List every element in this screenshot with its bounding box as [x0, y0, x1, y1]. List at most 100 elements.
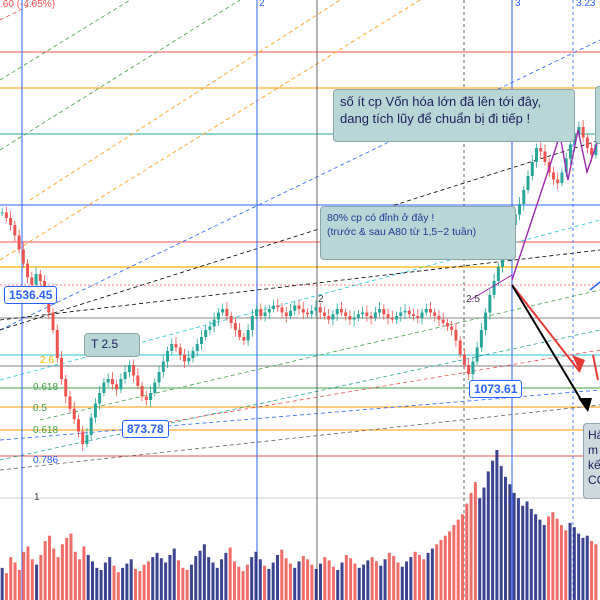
peak-callout: 80% cp có đỉnh ở đây ! (trước & sau A80 …	[320, 206, 516, 260]
volume-bar	[250, 557, 254, 600]
candle-body	[144, 396, 148, 400]
candle-body	[314, 307, 318, 311]
candle-body	[51, 312, 55, 330]
volume-bar	[486, 471, 490, 600]
liquidity-callout: số ít cp Vốn hóa lớn đã lên tới đây, dan…	[333, 89, 575, 142]
volume-bar	[585, 535, 589, 600]
volume-bar	[340, 562, 344, 600]
volume-bar	[495, 450, 499, 600]
candle-body	[378, 309, 382, 313]
volume-bar	[189, 564, 193, 600]
candle-body	[352, 317, 356, 320]
candle-body	[123, 372, 127, 379]
volume-bar	[452, 525, 456, 600]
candle-body	[339, 309, 343, 313]
candle-body	[289, 310, 293, 316]
volume-bar	[314, 568, 318, 600]
candle-body	[263, 312, 267, 316]
candle-body	[445, 323, 449, 327]
level-label-1: 1	[34, 492, 40, 503]
volume-bar	[134, 568, 138, 600]
candle-body	[310, 310, 314, 315]
volume-bar	[379, 565, 383, 600]
candle-body	[412, 314, 415, 316]
candle-body	[331, 314, 335, 320]
candle-body	[178, 347, 182, 355]
volume-bar	[146, 561, 150, 600]
volume-bar	[112, 565, 116, 600]
volume-bar	[581, 537, 585, 600]
candle-body	[89, 417, 93, 435]
volume-bar	[129, 559, 133, 600]
candle-body	[327, 316, 331, 320]
candle-body	[437, 316, 441, 320]
candle-body	[301, 309, 305, 313]
candles	[0, 120, 598, 451]
volume-bar	[516, 498, 520, 600]
candle-body	[293, 305, 297, 311]
volume-bar	[310, 564, 314, 600]
volume-bar	[73, 551, 77, 600]
volume-bar	[413, 551, 417, 600]
candle-body	[501, 253, 505, 267]
candle-body	[21, 249, 25, 264]
volume-bar	[331, 566, 335, 600]
volume-bar	[138, 571, 142, 600]
candle-body	[110, 379, 114, 385]
candle-body	[581, 127, 585, 138]
fib-label-0-786: 0.786	[33, 455, 58, 466]
volume-bar	[383, 559, 387, 600]
volume-bar	[594, 544, 598, 600]
volume-bar	[400, 566, 404, 600]
candle-body	[441, 319, 445, 323]
volume-bar	[211, 562, 215, 600]
candle-body	[348, 316, 352, 320]
right-note-callout: Hà m kế CC	[583, 423, 600, 499]
candle-body	[216, 312, 220, 320]
volume-bar	[366, 560, 370, 600]
volume-bar	[215, 567, 219, 600]
candle-body	[590, 148, 594, 155]
volume-bar	[387, 552, 391, 600]
volume-bar	[503, 476, 508, 600]
volume-bar	[172, 548, 176, 600]
candle-body	[30, 277, 34, 285]
candle-body	[267, 309, 271, 313]
volume-bar	[577, 533, 581, 600]
time-label-2-5: 2.5	[466, 294, 480, 305]
volume-bar	[362, 564, 366, 600]
candle-body	[64, 379, 68, 397]
time-label-2: 2	[318, 294, 324, 305]
fib-label-2-6: 2.6	[40, 355, 54, 366]
volume-bar	[4, 573, 8, 600]
candle-body	[335, 309, 339, 315]
volume-bar	[572, 527, 576, 600]
candle-body	[221, 309, 225, 313]
volume-bar	[409, 557, 413, 600]
volume-bar	[521, 505, 525, 600]
volume-bars	[0, 450, 598, 600]
time-label-top-3: 3	[515, 0, 521, 9]
volume-bar	[473, 482, 477, 600]
volume-bar	[443, 535, 447, 600]
volume-bar	[590, 541, 594, 600]
volume-bar	[198, 550, 202, 600]
candle-body	[428, 309, 432, 313]
volume-bar	[164, 562, 168, 600]
candle-body	[280, 307, 284, 313]
volume-bar	[357, 567, 361, 600]
volume-bar	[159, 558, 163, 600]
candle-body	[420, 312, 424, 318]
candle-body	[199, 337, 203, 344]
header-right: 3.23	[576, 0, 596, 9]
volume-bar	[396, 562, 400, 600]
forecast-arrows	[469, 129, 600, 412]
volume-bar	[297, 561, 301, 600]
candle-body	[68, 396, 72, 409]
candle-body	[535, 148, 538, 162]
volume-bar	[155, 552, 159, 600]
volume-bar	[336, 570, 340, 600]
volume-bar	[121, 567, 125, 600]
volume-bar	[103, 562, 107, 600]
